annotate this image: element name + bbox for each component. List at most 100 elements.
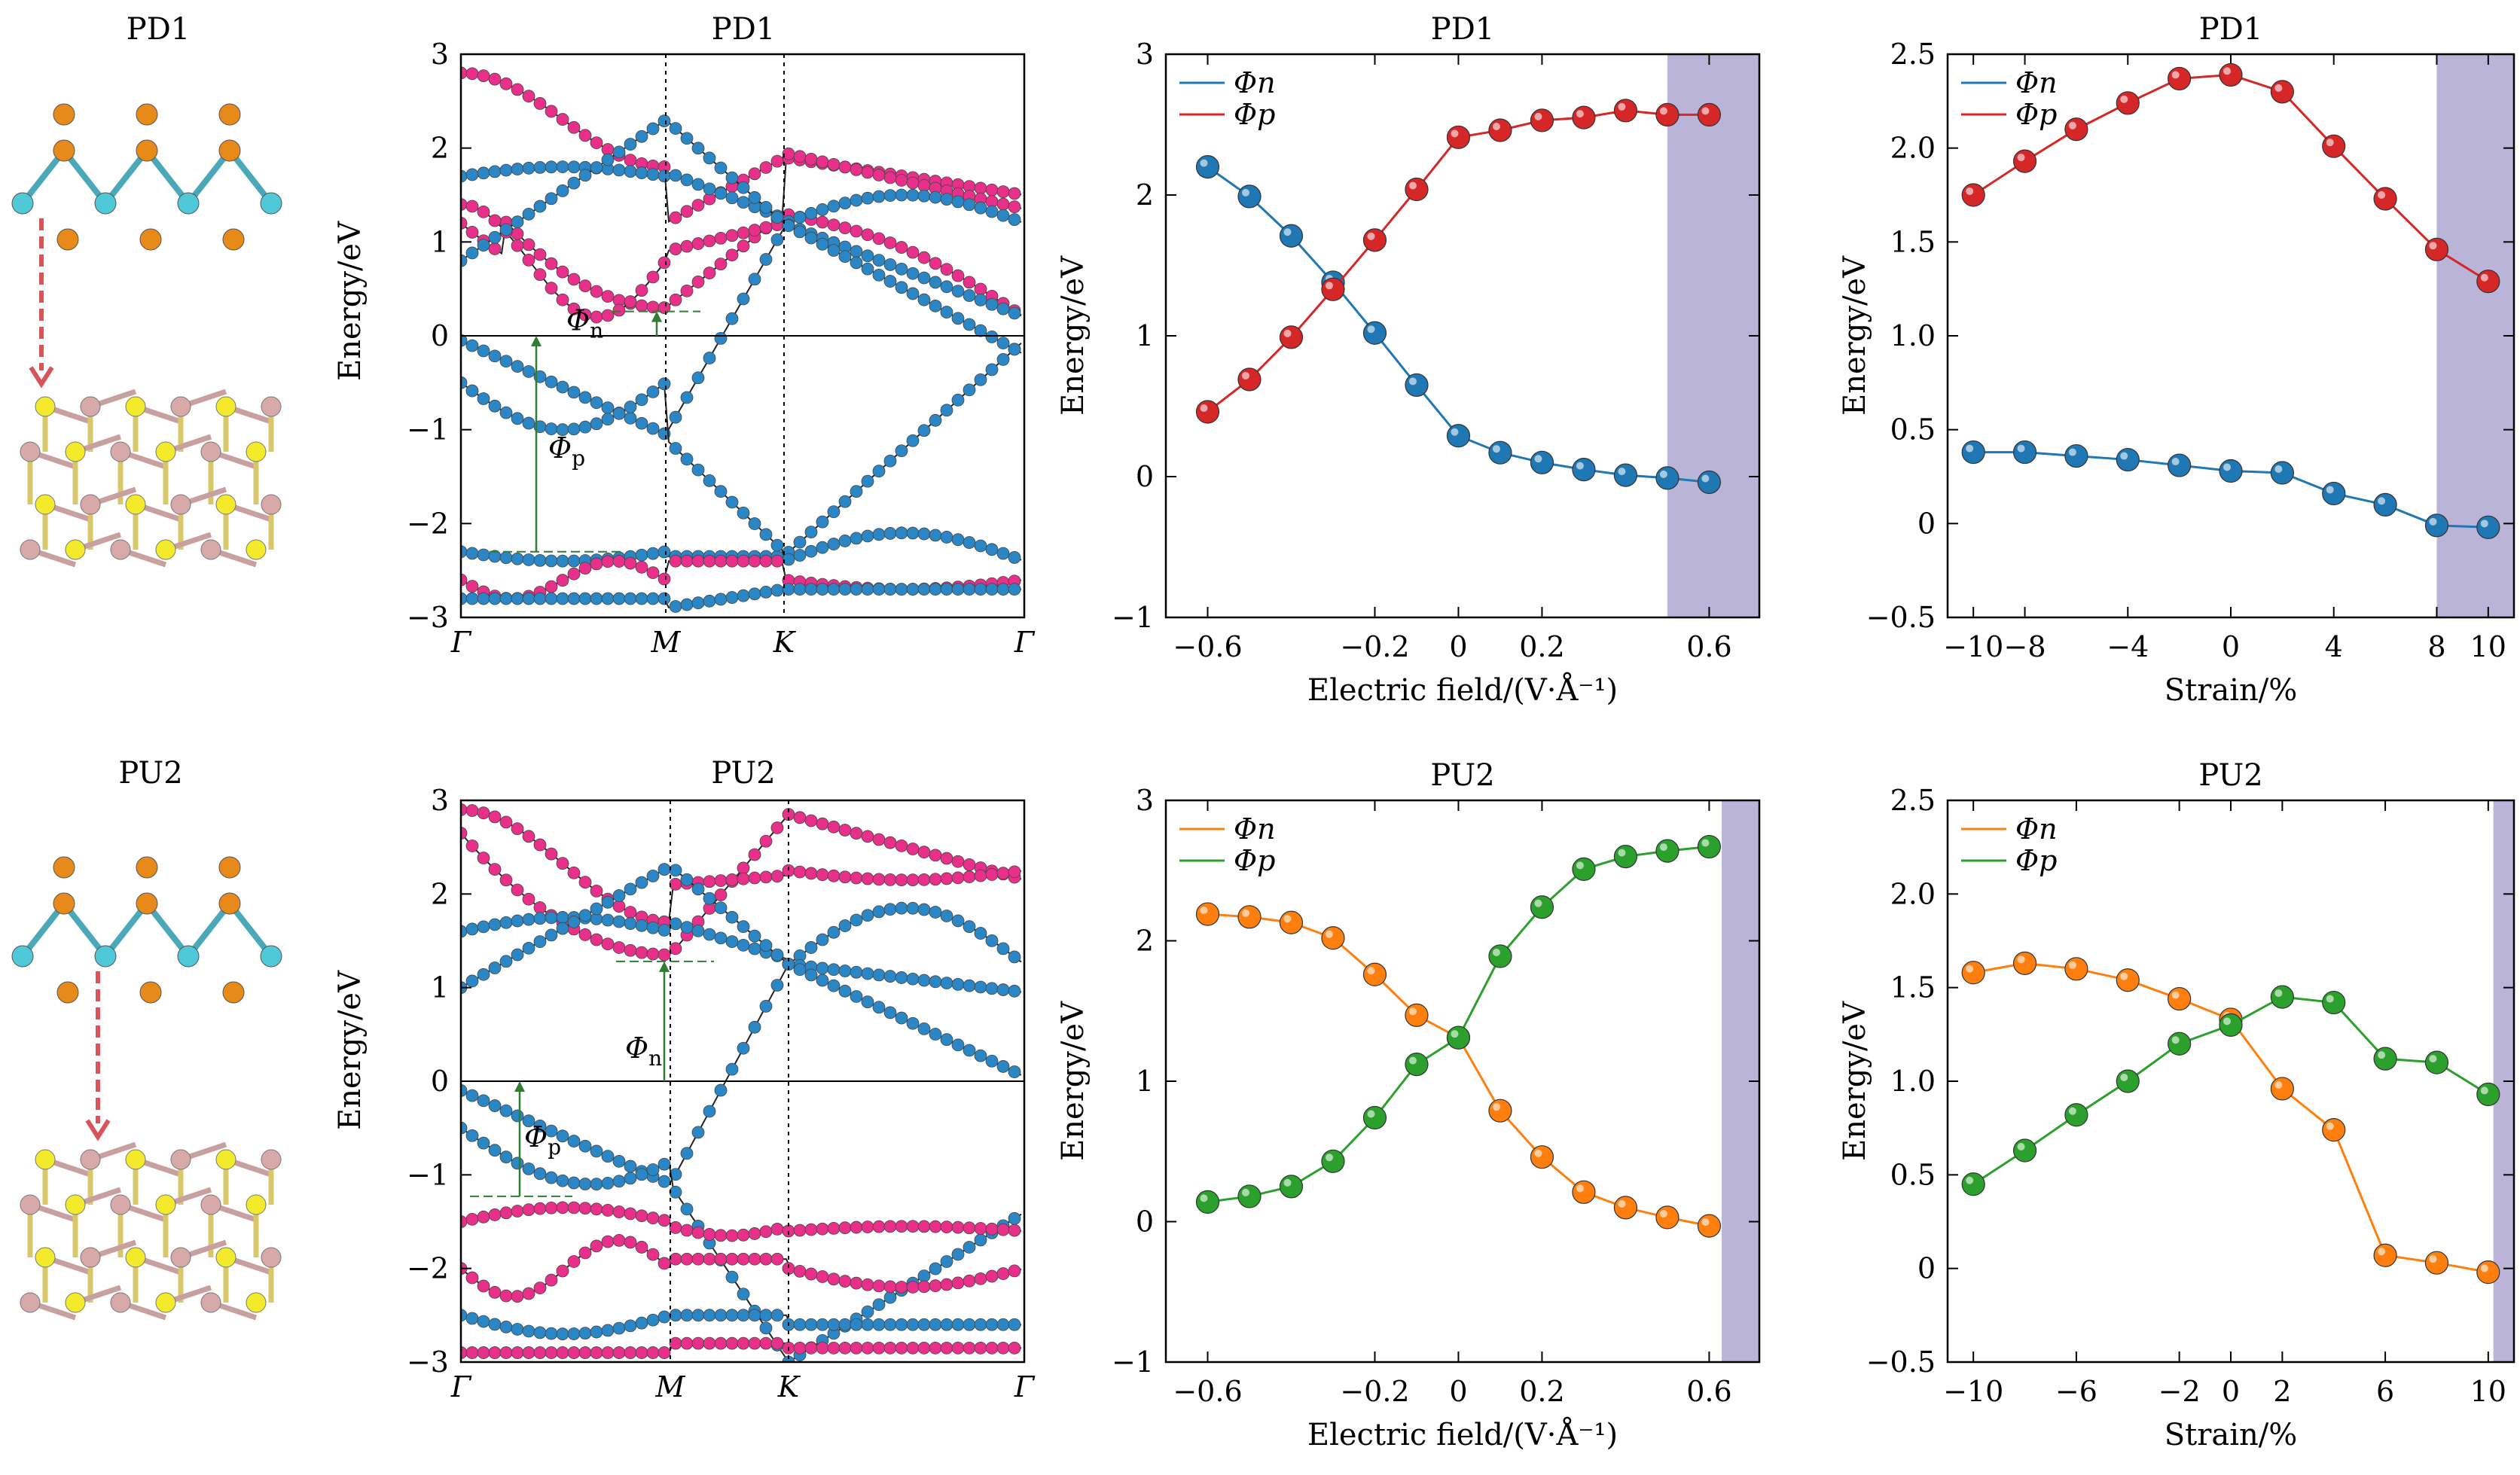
data-point xyxy=(1488,1099,1512,1123)
band-dot xyxy=(1008,950,1021,964)
y-tick-label: −2 xyxy=(407,1252,449,1285)
band-dot xyxy=(963,198,976,212)
band-dot xyxy=(974,583,987,596)
x-tick-label: 0.6 xyxy=(1686,630,1731,663)
band-dot xyxy=(883,903,897,916)
band-dot xyxy=(465,1212,479,1226)
band-dot xyxy=(511,1157,524,1170)
band-dot xyxy=(748,929,761,943)
data-point xyxy=(2219,459,2243,483)
x-axis-label: Strain/% xyxy=(2165,673,2297,708)
data-point xyxy=(1362,321,1387,345)
data-point-highlight xyxy=(1576,1184,1584,1193)
band-dot xyxy=(940,977,953,990)
data-point-highlight xyxy=(1966,965,1974,973)
band-curves xyxy=(461,803,1022,1362)
kpoint-label: K xyxy=(773,626,797,659)
band-dot xyxy=(906,245,920,259)
band-dot xyxy=(691,463,705,477)
band-dot xyxy=(657,545,671,559)
band-dot xyxy=(499,1150,513,1164)
band-dot xyxy=(725,554,739,568)
band-dot xyxy=(838,1275,852,1288)
band-dot xyxy=(646,947,660,961)
band-dot xyxy=(624,295,637,309)
band-dot xyxy=(883,171,897,184)
band-dot xyxy=(488,242,502,255)
band-dot xyxy=(861,967,874,980)
data-point xyxy=(2064,443,2088,468)
band-dot xyxy=(963,383,976,397)
data-point xyxy=(2219,62,2243,87)
atom xyxy=(11,192,34,215)
band-dot xyxy=(895,1281,908,1294)
band-dot xyxy=(963,318,976,331)
band-dot xyxy=(691,142,705,155)
data-point xyxy=(1655,839,1679,863)
y-axis-label: Energy/eV xyxy=(1838,1001,1872,1161)
band-dot xyxy=(737,1041,750,1055)
band-dot xyxy=(488,810,502,824)
band-dot xyxy=(465,1271,479,1285)
data-point-highlight xyxy=(2326,139,2334,147)
data-point-highlight xyxy=(1701,474,1710,483)
band-dot xyxy=(691,882,705,896)
band-dot xyxy=(906,526,920,540)
atom xyxy=(125,1247,146,1268)
data-point-highlight xyxy=(1325,1153,1333,1162)
kpoint-label: Γ xyxy=(450,626,472,659)
data-point xyxy=(1195,1190,1220,1214)
band-dot xyxy=(759,1321,773,1335)
data-point-highlight xyxy=(2429,1055,2437,1063)
x-tick-label: 0.2 xyxy=(1519,1375,1564,1408)
data-point-highlight xyxy=(2171,991,2180,999)
band-dot xyxy=(861,830,874,843)
band-dot xyxy=(657,923,671,937)
kpoint-label: M xyxy=(651,626,682,659)
band-dot xyxy=(556,1346,569,1359)
band-dot xyxy=(725,495,739,509)
band-dot xyxy=(612,592,626,605)
band-dot xyxy=(929,1318,942,1331)
data-point-highlight xyxy=(1659,470,1667,478)
band-dot xyxy=(646,122,660,136)
band-dot xyxy=(477,592,490,605)
band-dot xyxy=(929,1341,942,1355)
data-point xyxy=(2012,951,2037,975)
data-point xyxy=(1446,1025,1471,1050)
band-dot xyxy=(996,185,1010,199)
atom xyxy=(261,1247,282,1268)
band-dot xyxy=(804,1341,818,1355)
atom xyxy=(139,981,162,1004)
band-dot xyxy=(940,852,953,865)
y-tick-label: −1 xyxy=(1112,1345,1154,1379)
data-point xyxy=(2424,237,2449,261)
band-dot xyxy=(465,226,479,239)
band-dot xyxy=(511,1109,524,1123)
data-point xyxy=(1530,450,1554,474)
band-dot xyxy=(861,529,874,543)
band-dot xyxy=(465,168,479,181)
data-point xyxy=(1279,910,1304,934)
data-point xyxy=(2373,1047,2397,1071)
band-dot xyxy=(748,517,761,530)
y-tick-label: 1.0 xyxy=(1890,1065,1936,1098)
band-dot xyxy=(477,920,490,934)
band-dot xyxy=(883,258,897,271)
band-dot xyxy=(861,249,874,263)
y-tick-label: 3 xyxy=(431,784,449,817)
band-dot xyxy=(906,1016,920,1030)
band-dot xyxy=(488,961,502,974)
band-dot xyxy=(861,872,874,885)
x-tick-label: 0 xyxy=(2222,1375,2240,1408)
band-dot xyxy=(657,1257,671,1270)
band-dot xyxy=(917,251,931,264)
phi-n-arrowhead xyxy=(659,961,670,972)
band-dot xyxy=(567,386,581,399)
band-dot xyxy=(917,1280,931,1294)
band-dot xyxy=(680,1147,694,1160)
band-dot xyxy=(974,201,987,215)
data-point-highlight xyxy=(1492,122,1500,130)
band-dot xyxy=(612,1154,626,1168)
